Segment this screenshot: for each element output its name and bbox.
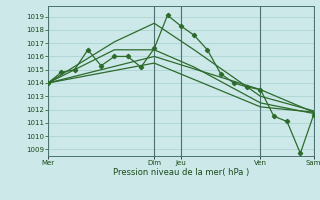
X-axis label: Pression niveau de la mer( hPa ): Pression niveau de la mer( hPa )	[113, 168, 249, 177]
